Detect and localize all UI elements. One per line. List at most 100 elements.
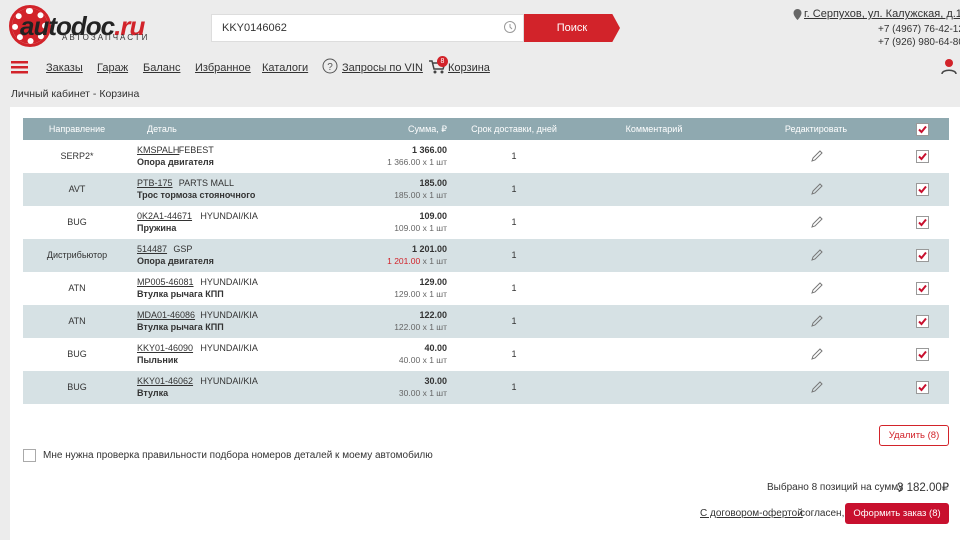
- logo-tld: .ru: [114, 11, 145, 41]
- checkbox[interactable]: [916, 123, 929, 136]
- article[interactable]: KMSPALH: [137, 145, 180, 155]
- checkbox[interactable]: [916, 315, 929, 328]
- user-icon[interactable]: [941, 58, 957, 74]
- edit-icon[interactable]: [810, 149, 824, 163]
- edit-icon[interactable]: [810, 281, 824, 295]
- article[interactable]: 514487: [137, 244, 168, 254]
- search-input[interactable]: KKY0146062: [211, 14, 524, 42]
- unit-line: 129.00 x 1 шт: [287, 289, 447, 299]
- quantity: x 1 шт: [422, 223, 447, 233]
- quantity: x 1 шт: [422, 157, 447, 167]
- unit-line: 1 201.00 x 1 шт: [287, 256, 447, 266]
- delivery-days: 1: [511, 349, 517, 359]
- logo[interactable]: autodoc.ru: [20, 11, 145, 42]
- sum: 129.00: [419, 277, 447, 287]
- breadcrumb: Личный кабинет - Корзина: [11, 88, 140, 100]
- checkbox[interactable]: [916, 150, 929, 163]
- nav-link[interactable]: Каталоги: [262, 62, 309, 74]
- table-row: AVT PTB-175 PARTS MALL Трос тормоза стояноч…: [23, 173, 949, 206]
- order-button[interactable]: Оформить заказ (8): [845, 503, 949, 524]
- logo-tagline: АВТОЗАПЧАСТИ: [62, 33, 150, 42]
- checkbox[interactable]: [916, 381, 929, 394]
- delivery-days: 1: [511, 217, 517, 227]
- phone: +7 (4967) 76-42-12: [878, 24, 960, 35]
- article[interactable]: MP005-46081: [137, 277, 194, 287]
- nav-link[interactable]: Запросы по VIN: [342, 62, 423, 74]
- sum: 109.00: [419, 211, 447, 221]
- sum: 1 201.00: [411, 244, 447, 254]
- nav-link[interactable]: Баланс: [143, 62, 181, 74]
- checkbox[interactable]: [916, 183, 929, 196]
- table-row: BUG KKY01-46090 HYUNDAI/KIA Пыльник 40.00 40.…: [23, 338, 949, 371]
- address[interactable]: г. Серпухов, ул. Калужская, д.19/11: [804, 8, 960, 20]
- direction: BUG: [67, 349, 87, 359]
- part-name: Втулка: [137, 388, 169, 398]
- column-header: Редактировать: [784, 124, 848, 134]
- unit-price: 129.00: [394, 289, 421, 299]
- brand: HYUNDAI/KIA: [200, 310, 258, 320]
- edit-icon[interactable]: [810, 314, 824, 328]
- delivery-days: 1: [511, 151, 517, 161]
- edit-icon[interactable]: [810, 347, 824, 361]
- history-icon[interactable]: [503, 20, 517, 34]
- article[interactable]: KKY01-46062: [137, 376, 194, 386]
- edit-icon[interactable]: [810, 182, 824, 196]
- brand: HYUNDAI/KIA: [200, 376, 258, 386]
- sum: 40.00: [424, 343, 447, 353]
- sum: 30.00: [424, 376, 447, 386]
- part-name: Пружина: [137, 223, 177, 233]
- part-name: Втулка рычага КПП: [137, 289, 224, 299]
- sum: 185.00: [419, 178, 447, 188]
- article[interactable]: KKY01-46090: [137, 343, 194, 353]
- nav-link[interactable]: Заказы: [46, 62, 83, 74]
- edit-icon[interactable]: [810, 248, 824, 262]
- table-row: BUG 0K2A1-44671 HYUNDAI/KIA Пружина 109.00 10…: [23, 206, 949, 239]
- checkbox[interactable]: [916, 249, 929, 262]
- nav-link[interactable]: Корзина: [448, 62, 490, 74]
- direction: ATN: [68, 283, 86, 293]
- unit-line: 185.00 x 1 шт: [287, 190, 447, 200]
- delivery-days: 1: [511, 184, 517, 194]
- delivery-days: 1: [511, 382, 517, 392]
- menu-icon[interactable]: [11, 61, 28, 74]
- part-name: Опора двигателя: [137, 256, 214, 266]
- checkbox[interactable]: [916, 348, 929, 361]
- article[interactable]: PTB-175: [137, 178, 173, 188]
- nav-link[interactable]: Избранное: [195, 62, 251, 74]
- table-row: ATN MP005-46081 HYUNDAI/KIA Втулка рычага К…: [23, 272, 949, 305]
- direction: BUG: [67, 217, 87, 227]
- unit-price: 109.00: [394, 223, 421, 233]
- delete-button[interactable]: Удалить (8): [879, 425, 949, 446]
- direction: Дистрибьютор: [46, 250, 108, 260]
- cart-badge: 8: [437, 56, 448, 67]
- article[interactable]: 0K2A1-44671: [137, 211, 193, 221]
- checkbox[interactable]: [916, 282, 929, 295]
- logo-name: autodoc: [20, 11, 115, 41]
- edit-icon[interactable]: [810, 215, 824, 229]
- checkbox[interactable]: [916, 216, 929, 229]
- unit-line: 40.00 x 1 шт: [287, 355, 447, 365]
- unit-price: 122.00: [394, 322, 421, 332]
- edit-icon[interactable]: [810, 380, 824, 394]
- brand: PARTS MALL: [178, 178, 234, 188]
- quantity: x 1 шт: [422, 289, 447, 299]
- sum: 122.00: [419, 310, 447, 320]
- brand: HYUNDAI/KIA: [200, 343, 258, 353]
- checkbox[interactable]: [23, 449, 36, 462]
- unit-price: 185.00: [394, 190, 421, 200]
- search-button[interactable]: Поиск: [524, 14, 620, 42]
- sum: 1 366.00: [411, 145, 447, 155]
- offer-link[interactable]: С договором-офертой: [700, 508, 803, 519]
- vin-icon: ?: [322, 58, 338, 74]
- nav-link[interactable]: Гараж: [97, 62, 129, 74]
- quantity: x 1 шт: [422, 388, 447, 398]
- quantity: x 1 шт: [422, 322, 447, 332]
- column-header: Комментарий: [625, 124, 683, 134]
- quantity: x 1 шт: [422, 256, 447, 266]
- part-name: Втулка рычага КПП: [137, 322, 224, 332]
- column-header: Направление: [48, 124, 106, 134]
- table-row: ATN MDA01-46086 HYUNDAI/KIA Втулка рычага К…: [23, 305, 949, 338]
- unit-line: 30.00 x 1 шт: [287, 388, 447, 398]
- article[interactable]: MDA01-46086: [137, 310, 196, 320]
